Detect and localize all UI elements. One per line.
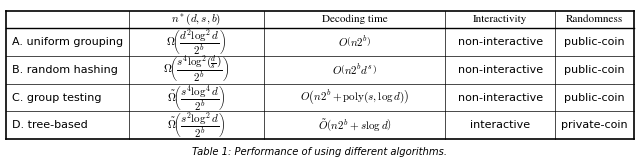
- Text: non-interactive: non-interactive: [458, 37, 543, 47]
- Text: public-coin: public-coin: [564, 37, 625, 47]
- Text: $\Omega\!\left(\dfrac{d^2\log^2 d}{2^b}\right)$: $\Omega\!\left(\dfrac{d^2\log^2 d}{2^b}\…: [166, 27, 226, 57]
- Text: C. group testing: C. group testing: [12, 93, 101, 103]
- Text: $O\left(n2^b + \mathrm{poly}(s,\log d)\right)$: $O\left(n2^b + \mathrm{poly}(s,\log d)\r…: [300, 88, 409, 107]
- Text: $\tilde{\Omega}\!\left(\dfrac{s^2\log^2 d}{2^b}\right)$: $\tilde{\Omega}\!\left(\dfrac{s^2\log^2 …: [167, 110, 225, 140]
- Text: Randomness: Randomness: [566, 15, 623, 24]
- Text: $O\left(n2^b d^s\right)$: $O\left(n2^b d^s\right)$: [332, 62, 377, 77]
- Text: public-coin: public-coin: [564, 93, 625, 103]
- Text: $\tilde{\Omega}\!\left(\dfrac{s^4\log^4 d}{2^b}\right)$: $\tilde{\Omega}\!\left(\dfrac{s^4\log^4 …: [167, 83, 225, 113]
- Text: Decoding time: Decoding time: [322, 15, 387, 24]
- Text: private-coin: private-coin: [561, 120, 628, 130]
- Text: $O\left(n2^b\right)$: $O\left(n2^b\right)$: [338, 35, 371, 49]
- Text: $n^*(d, s, b)$: $n^*(d, s, b)$: [171, 12, 221, 27]
- Text: public-coin: public-coin: [564, 65, 625, 75]
- Text: interactive: interactive: [470, 120, 531, 130]
- Text: B. random hashing: B. random hashing: [12, 65, 117, 75]
- Text: non-interactive: non-interactive: [458, 65, 543, 75]
- Text: Table 1: Performance of using different algorithms.: Table 1: Performance of using different …: [193, 147, 447, 157]
- Text: $\tilde{O}\left(n2^b + s\log d\right)$: $\tilde{O}\left(n2^b + s\log d\right)$: [317, 117, 392, 134]
- Text: D. tree-based: D. tree-based: [12, 120, 87, 130]
- Text: non-interactive: non-interactive: [458, 93, 543, 103]
- Text: $\Omega\!\left(\dfrac{s^4\log^2\!\left(\frac{d}{s}\right)}{2^b}\right)$: $\Omega\!\left(\dfrac{s^4\log^2\!\left(\…: [163, 54, 229, 85]
- Text: Interactivity: Interactivity: [473, 15, 527, 24]
- Text: A. uniform grouping: A. uniform grouping: [12, 37, 123, 47]
